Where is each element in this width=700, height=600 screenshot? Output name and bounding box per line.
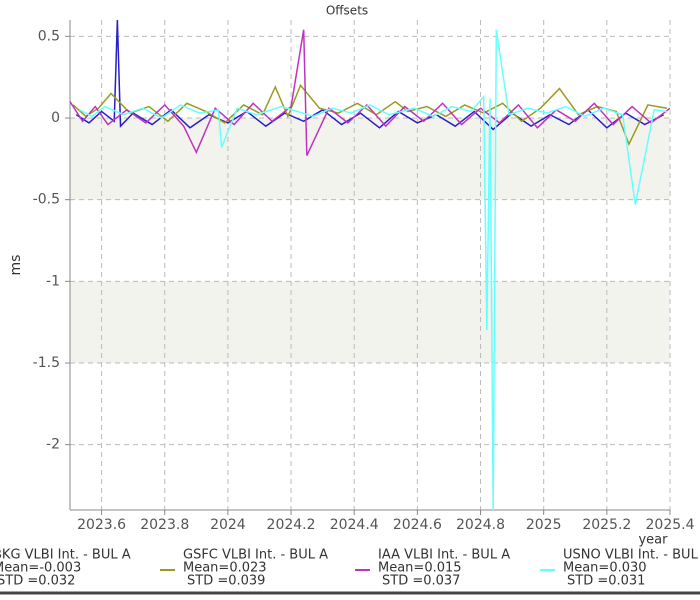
plot-area [70, 20, 670, 510]
legend-stat: STD =0.031 [567, 574, 645, 589]
x-tick-label: 2024.8 [456, 517, 505, 533]
y-tick-label: -1.5 [33, 355, 60, 371]
x-tick-label: 2024 [210, 517, 246, 533]
legend-stat: Mean=0.023 [183, 561, 267, 576]
y-tick-label: -1 [46, 273, 60, 289]
y-tick-label: -0.5 [33, 192, 60, 208]
x-tick-label: 2023.6 [77, 517, 126, 533]
x-axis-label: year [638, 533, 668, 548]
legend-stat: STD =0.039 [187, 574, 265, 589]
x-tick-label: 2024.2 [267, 517, 316, 533]
series-line [70, 29, 670, 156]
legend-stat: Mean=-0.003 [0, 561, 81, 576]
series-line [75, 20, 665, 131]
grid-band [70, 118, 670, 200]
y-tick-label: 0.5 [38, 28, 60, 44]
x-tick-label: 2024.6 [393, 517, 442, 533]
x-tick-label: 2023.8 [140, 517, 189, 533]
y-tick-label: -2 [46, 437, 60, 453]
x-tick-label: 2025 [526, 517, 562, 533]
x-tick-label: 2024.4 [330, 517, 379, 533]
series-line [72, 83, 667, 147]
legend-stat: STD =0.032 [0, 574, 75, 589]
series-line [79, 29, 667, 510]
grid-band [70, 281, 670, 363]
legend-stat: Mean=0.015 [378, 561, 462, 576]
x-tick-label: 2025.2 [582, 517, 631, 533]
y-axis-label: ms [8, 255, 24, 276]
legend-stat: STD =0.037 [382, 574, 460, 589]
legend-label: IAA VLBI Int. - BUL A [378, 548, 510, 563]
chart-title: Offsets [326, 4, 368, 18]
legend-label: BKG VLBI Int. - BUL A [0, 548, 131, 563]
x-tick-label: 2025.4 [646, 517, 695, 533]
legend-label: USNO VLBI Int. - BUL A [563, 548, 700, 563]
legend-label: GSFC VLBI Int. - BUL A [183, 548, 328, 563]
y-tick-label: 0 [51, 110, 60, 126]
legend-stat: Mean=0.030 [563, 561, 647, 576]
